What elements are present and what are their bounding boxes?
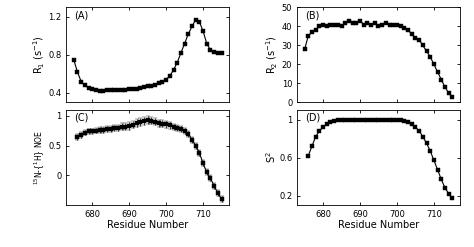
Y-axis label: R$_1$ (s$^{-1}$): R$_1$ (s$^{-1}$) [31, 36, 47, 74]
Text: (A): (A) [74, 10, 89, 20]
X-axis label: Residue Number: Residue Number [338, 220, 419, 230]
Text: (B): (B) [305, 10, 320, 20]
Y-axis label: $^{15}$N-{$^{1}$H} NOE: $^{15}$N-{$^{1}$H} NOE [33, 130, 47, 185]
Y-axis label: R$_2$ (s$^{-1}$): R$_2$ (s$^{-1}$) [265, 36, 280, 74]
Text: (C): (C) [74, 113, 89, 123]
Text: (D): (D) [305, 113, 320, 123]
X-axis label: Residue Number: Residue Number [107, 220, 188, 230]
Y-axis label: S$^2$: S$^2$ [264, 152, 278, 164]
